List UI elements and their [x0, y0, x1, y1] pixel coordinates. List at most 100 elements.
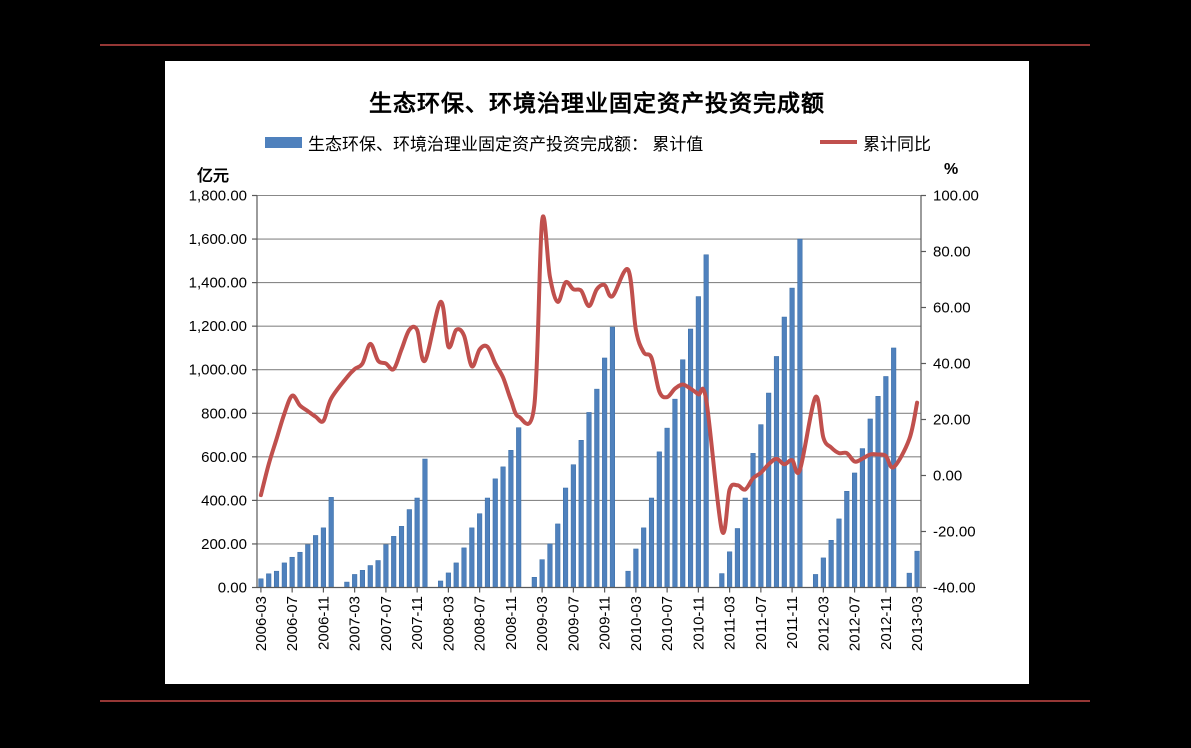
x-axis-label: 2011-07 [753, 596, 770, 650]
bar [539, 559, 545, 588]
bar [906, 572, 912, 588]
bar [492, 478, 498, 588]
left-axis-label: 400.00 [201, 492, 247, 509]
bar [883, 376, 889, 588]
x-axis-label: 2010-03 [628, 596, 645, 651]
bar [680, 359, 686, 588]
bar [461, 547, 467, 588]
bar [672, 398, 678, 588]
bar [859, 448, 865, 588]
right-axis-label: 80.00 [933, 244, 971, 261]
x-axis-label: 2009-11 [597, 596, 614, 650]
left-axis-label: 800.00 [201, 405, 247, 422]
left-axis-label: 1,800.00 [189, 188, 247, 205]
bar [578, 440, 584, 588]
bar [398, 526, 405, 588]
bar [297, 551, 303, 588]
x-axis-label: 2008-07 [472, 596, 489, 651]
bar [563, 487, 569, 588]
bar [313, 535, 319, 588]
x-axis-label: 2009-03 [534, 596, 551, 651]
chart-title: 生态环保、环境治理业固定资产投资完成额 [369, 91, 825, 116]
legend-item-cumulative-value: 生态环保、环境治理业固定资产投资完成额： 累计值 [265, 131, 704, 154]
bar [352, 574, 358, 588]
right-axis-label: 0.00 [933, 468, 962, 485]
bar [500, 466, 506, 588]
bar [477, 513, 483, 588]
bar [781, 316, 787, 588]
bar [836, 518, 842, 588]
left-axis-unit: 亿元 [197, 168, 230, 185]
bar [328, 497, 334, 588]
bar [406, 509, 412, 588]
x-axis-label: 2012-07 [847, 596, 864, 651]
left-axis-label: 1,600.00 [189, 231, 247, 248]
x-axis-label: 2006-03 [253, 596, 270, 651]
x-axis-label: 2006-11 [315, 596, 332, 650]
bar [656, 451, 662, 588]
bar [367, 565, 373, 588]
bar [609, 326, 615, 588]
bar [789, 287, 795, 588]
right-axis-label: -40.00 [933, 580, 976, 597]
x-axis-label: 2010-11 [690, 596, 707, 650]
bar-series-label: 生态环保、环境治理业固定资产投资完成额： 累计值 [308, 134, 704, 154]
bar [516, 427, 522, 588]
bar [438, 580, 444, 588]
bar [422, 458, 428, 588]
bar [602, 357, 608, 588]
bar [281, 562, 287, 588]
right-axis-label: 40.00 [933, 356, 971, 373]
bar [773, 356, 780, 588]
bar [797, 238, 803, 588]
right-axis-label: 60.00 [933, 300, 971, 317]
bar [258, 578, 264, 588]
top-separator-line [100, 44, 1090, 46]
bar [289, 556, 295, 588]
chart-legend: 生态环保、环境治理业固定资产投资完成额： 累计值 累计同比 [165, 131, 1029, 154]
bar [625, 570, 631, 588]
bar [273, 570, 280, 588]
x-axis-label: 2008-11 [503, 596, 520, 650]
bar [594, 388, 600, 588]
x-axis-label: 2013-03 [909, 596, 926, 651]
left-axis-label: 1,000.00 [189, 362, 247, 379]
bar [359, 570, 366, 588]
x-axis-label: 2007-07 [378, 596, 395, 651]
bar [664, 427, 670, 588]
bar [812, 574, 819, 588]
bar [414, 497, 420, 588]
bottom-separator-line [100, 700, 1090, 702]
x-axis-label: 2012-11 [878, 596, 895, 650]
bar [734, 528, 740, 588]
bar [508, 450, 514, 588]
x-axis-label: 2010-07 [659, 596, 676, 651]
legend-item-yoy: 累计同比 [820, 131, 931, 154]
bar [875, 396, 881, 588]
right-axis-label: 20.00 [933, 412, 971, 429]
right-axis-label: -20.00 [933, 524, 976, 541]
bar [320, 527, 326, 588]
bar [383, 544, 389, 588]
left-axis-label: 600.00 [201, 449, 247, 466]
bar [828, 539, 834, 588]
bar [391, 536, 397, 588]
bar [266, 573, 272, 588]
bar [445, 572, 451, 588]
left-axis-label: 1,200.00 [189, 318, 247, 335]
line-series-swatch [820, 140, 857, 144]
bar [586, 412, 592, 588]
bar [641, 527, 647, 588]
x-axis-label: 2011-03 [722, 596, 739, 650]
bar [633, 548, 639, 588]
bar [484, 497, 490, 588]
bar [867, 418, 873, 588]
bar [758, 424, 764, 588]
bar [555, 523, 561, 588]
x-axis-label: 2007-03 [347, 596, 364, 651]
bar-series-swatch [265, 136, 302, 148]
x-axis-label: 2009-07 [565, 596, 582, 651]
bar [852, 472, 858, 588]
bar [695, 296, 701, 588]
